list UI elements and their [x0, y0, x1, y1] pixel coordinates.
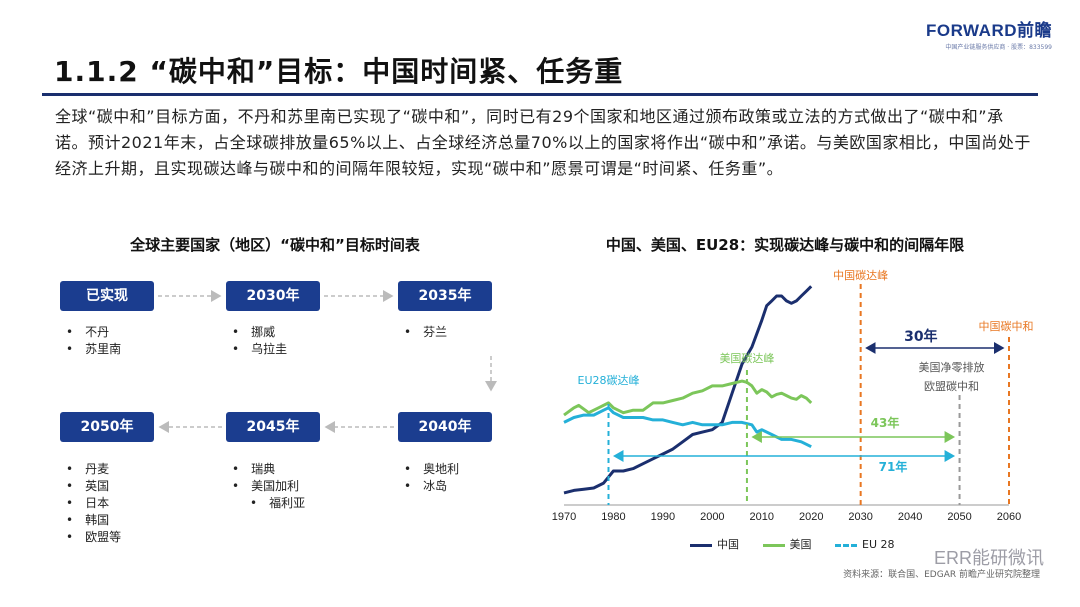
watermark-text: ERR能研微讯	[933, 548, 1044, 568]
stage-achieved: 已实现	[60, 281, 154, 311]
country-item: 冰岛	[404, 478, 459, 495]
series-line-us	[563, 379, 813, 417]
legend-swatch	[835, 543, 857, 547]
stage-2030: 2030年	[226, 281, 320, 311]
cn-neutral-label: 中国碳中和	[979, 319, 1034, 333]
series-line-eu28	[563, 406, 812, 449]
country-item: 日本	[66, 495, 121, 512]
x-tick-label: 1980	[601, 511, 625, 523]
country-item: 不丹	[66, 324, 121, 341]
chart-title: 中国、美国、EU28：实现碳达峰与碳中和的间隔年限	[605, 236, 965, 254]
legend-swatch	[762, 543, 785, 547]
legend-item-china: 中国	[690, 536, 739, 552]
us-peak-label: 美国碳达峰	[719, 351, 774, 365]
us-net-zero-label: 美国净零排放	[919, 360, 985, 374]
legend-label: 美国	[789, 538, 812, 551]
chart-legend: 中国 美国 EU 28	[690, 536, 915, 552]
x-tick-label: 2030	[848, 511, 872, 523]
legend-label: EU 28	[862, 538, 895, 551]
country-item: 挪威	[232, 324, 287, 341]
source-note: 资料来源：联合国、EDGAR 前瞻产业研究院整理	[843, 570, 1040, 580]
title-divider	[42, 93, 1038, 96]
timeline-title: 全球主要国家（地区）“碳中和”目标时间表	[130, 236, 420, 254]
x-tick-label: 2000	[700, 511, 724, 523]
page-title: 1.1.2 “碳中和”目标：中国时间紧、任务重	[54, 55, 624, 88]
series-line-china	[563, 285, 813, 495]
country-item: 韩国	[66, 512, 121, 529]
timeline-connectors	[158, 290, 497, 433]
x-tick-label: 1990	[651, 511, 675, 523]
legend-item-us: 美国	[762, 536, 812, 552]
country-item: 英国	[66, 478, 121, 495]
country-item: 美国加利	[232, 478, 305, 495]
countries-2050: 丹麦 英国 日本 韩国 欧盟等	[66, 461, 121, 546]
country-item: 芬兰	[404, 324, 447, 341]
logo-text: FORWARD前瞻	[925, 21, 1052, 40]
gap-label-eu: 71年	[879, 459, 908, 474]
legend-swatch	[690, 543, 712, 547]
x-tick-label: 2050	[947, 511, 971, 523]
country-item: 乌拉圭	[232, 341, 287, 358]
countries-2035: 芬兰	[404, 324, 447, 341]
countries-2030: 挪威 乌拉圭	[232, 324, 287, 358]
country-item: 奥地利	[404, 461, 459, 478]
cn-peak-label: 中国碳达峰	[833, 268, 888, 282]
countries-achieved: 不丹 苏里南	[66, 324, 121, 358]
countries-2040: 奥地利 冰岛	[404, 461, 459, 495]
x-tick-label: 2060	[997, 511, 1021, 523]
x-tick-label: 2010	[750, 511, 774, 523]
stage-2040: 2040年	[398, 412, 492, 442]
country-item: 丹麦	[66, 461, 121, 478]
country-item: 欧盟等	[66, 529, 121, 546]
intro-paragraph: 全球“碳中和”目标方面，不丹和苏里南已实现了“碳中和”，同时已有29个国家和地区…	[55, 107, 1031, 178]
x-tick-label: 2020	[799, 511, 823, 523]
gap-label-china: 30年	[904, 328, 937, 345]
eu-neutral-label: 欧盟碳中和	[924, 379, 979, 393]
forward-logo: FORWARD前瞻 中国产业链服务供应商 · 股票：833599	[920, 16, 1052, 51]
gap-label-us: 43年	[871, 415, 900, 430]
stage-2035: 2035年	[398, 281, 492, 311]
legend-item-eu: EU 28	[835, 538, 895, 551]
country-item: 苏里南	[66, 341, 121, 358]
country-item: 瑞典	[232, 461, 305, 478]
legend-label: 中国	[717, 538, 739, 551]
logo-subtitle: 中国产业链服务供应商 · 股票：833599	[945, 44, 1052, 51]
x-tick-label: 2040	[898, 511, 922, 523]
eu-peak-label: EU28碳达峰	[578, 373, 640, 387]
countries-2045: 瑞典 美国加利 福利亚	[232, 461, 305, 512]
stage-2050: 2050年	[60, 412, 154, 442]
x-tick-label: 1970	[552, 511, 576, 523]
country-item-continued: 福利亚	[232, 495, 305, 512]
chart-plot-area: 1970 1980 1990 2000 2010 2020 2030 2040 2050 2060…	[552, 268, 1034, 523]
stage-2045: 2045年	[226, 412, 320, 442]
